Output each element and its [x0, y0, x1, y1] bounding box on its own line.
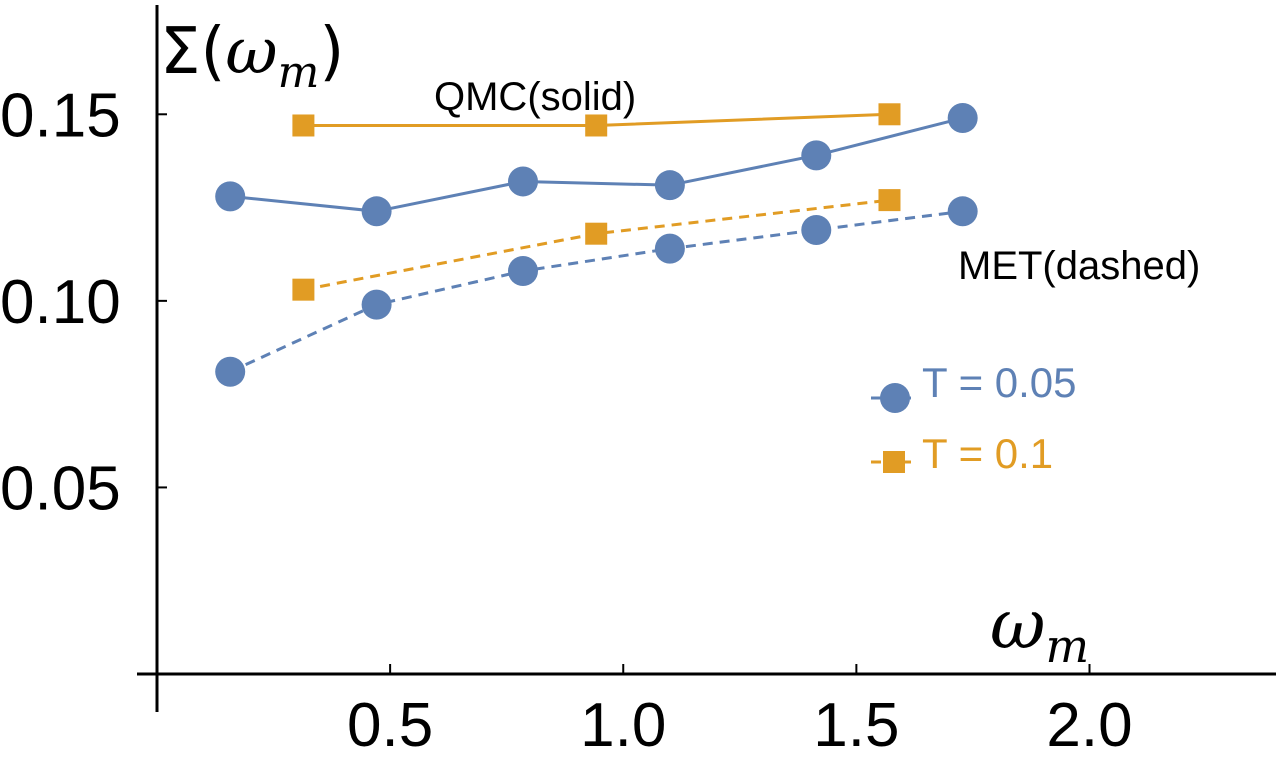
legend-marker-square [883, 451, 905, 473]
data-point-T005-MET [654, 233, 685, 264]
data-point-T005-MET [361, 289, 392, 320]
legend-marker-circle [880, 383, 910, 413]
ticks: 0.5 1.0 1.5 2.0 0.05 0.10 0.15 [0, 81, 1133, 760]
y-axis-title-var: ω [225, 15, 277, 89]
y-tick-label: 0.05 [0, 454, 121, 523]
x-tick-label: 0.5 [347, 691, 433, 760]
y-tick-label: 0.10 [0, 268, 121, 337]
annotation-qmc: QMC(solid) [434, 75, 636, 119]
x-tick-label: 1.5 [813, 691, 899, 760]
x-axis-title-sub: m [1045, 619, 1089, 673]
data-point-T01-QMC [585, 114, 608, 137]
y-axis-title-sub: m [278, 47, 320, 98]
axes [137, 5, 1276, 712]
data-point-T005-MET [215, 356, 246, 387]
legend-label-t005: T = 0.05 [922, 359, 1077, 406]
y-axis-title-suffix: ) [319, 15, 344, 89]
data-point-T01-QMC [878, 103, 901, 126]
x-axis-title: ωm [990, 586, 1089, 673]
data-point-T005-QMC [654, 170, 685, 201]
data-point-T005-QMC [508, 166, 539, 197]
x-tick-label: 2.0 [1046, 691, 1132, 760]
legend: T = 0.05 T = 0.1 [871, 359, 1077, 477]
y-tick-label: 0.15 [0, 81, 121, 150]
y-axis-title: Σ(ωm) [160, 15, 344, 98]
data-point-T005-QMC [801, 140, 832, 171]
annotation-met: MET(dashed) [958, 244, 1200, 288]
data-point-T005-QMC [215, 181, 246, 212]
data-point-T01-MET [292, 278, 315, 301]
data-point-T01-MET [585, 222, 608, 245]
data-point-T005-MET [801, 214, 832, 245]
series-line-T005-QMC [230, 116, 964, 213]
legend-item-t005: T = 0.05 [871, 359, 1077, 413]
x-tick-label: 1.0 [580, 691, 666, 760]
data-point-T01-MET [878, 189, 901, 212]
series-line-T005-MET [229, 209, 963, 374]
data-point-T005-QMC [947, 103, 978, 134]
data-point-T005-QMC [361, 196, 392, 227]
series-points [215, 103, 978, 387]
data-point-T01-QMC [292, 114, 315, 137]
legend-label-t01: T = 0.1 [922, 430, 1053, 477]
x-axis-title-var: ω [990, 586, 1045, 665]
y-axis-title-prefix: Σ( [160, 15, 225, 89]
legend-item-t01: T = 0.1 [871, 430, 1053, 477]
data-point-T005-MET [947, 196, 978, 227]
data-point-T005-MET [508, 256, 539, 287]
